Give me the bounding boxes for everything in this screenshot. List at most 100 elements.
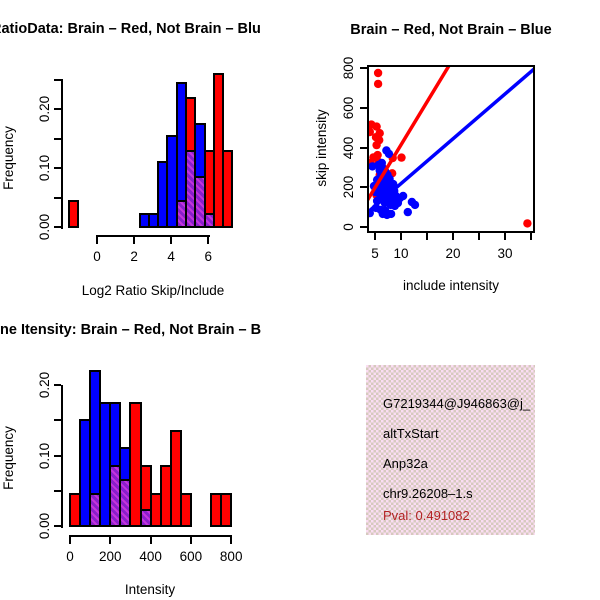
scatter_intensity-y-tick [360,67,367,69]
hist-intensity-title: ne Itensity: Brain – Red, Not Brain – B [0,322,262,338]
hist_ratio-x-tick [96,237,98,244]
scatter-point-brain-red-points [373,68,383,78]
scatter_intensity-y-tick-label: 600 [341,96,356,120]
scatter-point-brain-red-points [373,79,383,89]
scatter_intensity-x-tick-label: 20 [445,246,461,261]
hist_intensity-y-tick-label: 0.10 [37,442,52,469]
hist-intensity-title-clip: ne Itensity: Brain – Red, Not Brain – B [0,316,300,346]
scatter_intensity-x-tick [478,233,480,240]
scatter-point-not-brain-blue-points [384,149,394,159]
scatter_intensity-y-tick-label: 200 [341,175,356,199]
scatter_intensity-plot-box [367,65,535,233]
hist_intensity-bar-overlap-purple-hatch [119,479,132,527]
hist_intensity-bar-overlap-purple-hatch [139,509,152,527]
hist_intensity-bar-brain-red [220,493,233,527]
hist_ratio-y-axis-line [61,79,63,229]
info-pval: Pval: 0.491082 [383,508,470,523]
hist_intensity-x-tick [109,537,112,544]
scatter-point-brain-red-points [397,153,406,162]
hist_intensity-x-tick-label: 600 [179,549,203,564]
scatter-point-brain-red-points [523,219,532,228]
scatter-point-not-brain-blue-points [403,207,412,217]
scatter-point-brain-red-points [373,150,382,160]
hist_intensity-bar-overlap-purple-hatch [89,493,102,527]
scatter-ylabel: skip intensity [314,109,329,187]
hist_intensity-y-axis-line [61,385,63,528]
hist_ratio-x-tick-label: 6 [204,249,213,264]
hist_ratio-y-tick [54,137,61,140]
red-fit-line [369,67,451,202]
hist_ratio-y-tick [54,196,61,199]
scatter_intensity-y-tick [360,186,367,189]
hist_ratio-y-tick-label: 0.20 [37,96,52,123]
info-locus: chr9.26208–1.s [383,486,473,501]
hist_intensity-x-axis-line [69,535,232,537]
hist_intensity-y-tick-label: 0.00 [37,512,52,540]
hist-intensity-xlabel: Intensity [124,582,176,597]
scatter_intensity-x-tick-label: 5 [371,246,379,261]
hist_intensity-bar-brain-red [179,493,192,527]
scatter_intensity-x-tick [504,233,506,240]
hist_ratio-bar-overlap-purple-hatch [203,213,215,228]
scatter_intensity-x-tick [400,233,402,240]
hist_intensity-y-tick [54,525,61,527]
scatter_intensity-x-tick [530,233,532,240]
hist_ratio-y-tick [54,108,61,111]
hist_intensity-y-tick-label: 0.20 [37,371,52,399]
info-event-type: altTxStart [383,426,439,441]
info-gene-name: Anp32a [383,456,428,471]
hist_intensity-bar-brain-red [169,429,182,527]
hist_intensity-x-tick-label: 200 [99,549,122,564]
scatter_intensity-y-tick [360,106,367,109]
hist-ratio-ylabel: Frequency [1,126,16,190]
hist_ratio-bar-brain-red [222,149,234,228]
hist_ratio-bar-brain-red [68,199,80,228]
hist_intensity-x-tick-label: 400 [139,549,162,564]
scatter_intensity-y-tick-label: 800 [341,56,356,80]
info-panel: G7219344@J946863@j_ altTxStart Anp32a ch… [366,365,535,535]
scatter_intensity-y-tick-label: 0 [341,223,356,231]
scatter_intensity-x-tick [452,233,454,240]
hist_ratio-y-tick [54,167,61,170]
scatter_intensity-x-tick [374,233,376,240]
info-probe-id: G7219344@J946863@j_ [383,396,531,411]
scatter-point-brain-red-points [372,140,381,150]
hist_intensity-x-tick [69,537,71,544]
scatter-point-brain-red-points [369,127,374,137]
scatter_intensity-y-tick [360,226,367,228]
hist_ratio-bar-overlap-purple-hatch [194,176,206,228]
hist_ratio-y-tick [54,79,61,81]
scatter_intensity-points-layer [369,67,533,228]
hist_intensity-x-tick-label: 800 [219,549,243,564]
scatter-point-not-brain-blue-points [386,209,396,219]
scatter_intensity-x-tick-label: 30 [497,246,513,261]
hist_intensity-y-tick [54,419,61,422]
hist-ratio-title-clip: RatioData: Brain – Red, Not Brain – Blu [0,12,300,44]
scatter_intensity-x-tick-label: 10 [393,246,409,261]
hist_ratio-y-tick-label: 0.10 [37,155,52,182]
hist-ratio-title: RatioData: Brain – Red, Not Brain – Blu [0,21,261,37]
hist_intensity-x-tick [230,537,233,544]
scatter-point-not-brain-blue-points [398,191,408,201]
scatter-point-not-brain-blue-points [410,200,420,210]
hist_ratio-x-tick-label: 2 [130,249,138,264]
hist_intensity-bar-brain-red [69,493,82,527]
hist_intensity-x-tick-label: 0 [66,549,74,564]
hist-intensity-ylabel: Frequency [1,426,16,490]
hist_ratio-x-tick [133,237,136,244]
hist_intensity-x-tick [149,537,152,544]
hist_intensity-bar-brain-red [129,401,142,527]
scatter_intensity-x-tick [426,233,428,240]
hist_intensity-x-tick [189,537,192,544]
hist_ratio-x-tick-label: 4 [167,249,175,264]
hist_intensity-y-tick [54,384,61,386]
hist_intensity-y-tick [54,489,61,492]
scatter_intensity-y-tick [360,146,367,149]
blue-fit-line [369,67,533,214]
hist_ratio-x-tick-label: 0 [93,249,101,264]
scatter-point-brain-red-points [372,122,381,131]
scatter-title: Brain – Red, Not Brain – Blue [350,22,552,38]
hist_ratio-x-tick [170,237,173,244]
hist_ratio-x-tick [207,237,210,244]
